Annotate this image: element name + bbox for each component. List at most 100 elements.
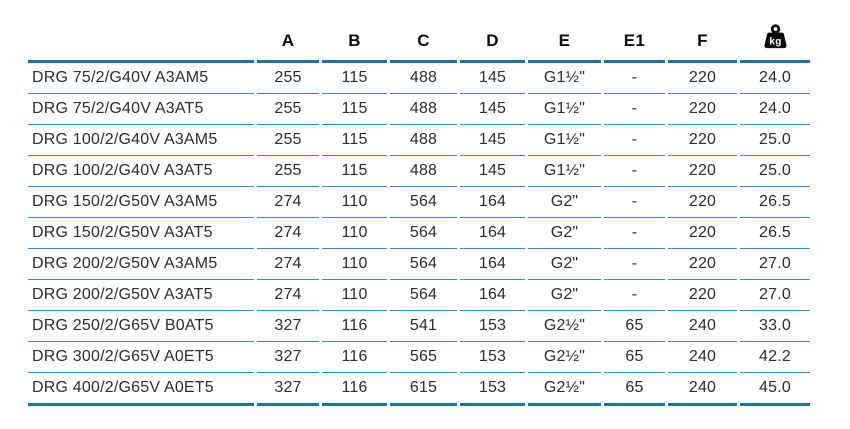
cell-b: 115 <box>322 63 387 94</box>
table-row: DRG 100/2/G40V A3AM5 255 115 488 145 G1½… <box>28 125 810 156</box>
cell-model: DRG 250/2/G65V B0AT5 <box>28 311 254 342</box>
cell-c: 564 <box>390 249 457 280</box>
col-header-d: D <box>460 10 525 63</box>
cell-d: 153 <box>460 373 525 406</box>
col-header-a: A <box>257 10 319 63</box>
cell-b: 115 <box>322 125 387 156</box>
cell-weight: 45.0 <box>740 373 810 406</box>
cell-c: 488 <box>390 156 457 187</box>
cell-weight: 25.0 <box>740 156 810 187</box>
cell-b: 110 <box>322 280 387 311</box>
cell-model: DRG 75/2/G40V A3AM5 <box>28 63 254 94</box>
cell-model: DRG 200/2/G50V A3AT5 <box>28 280 254 311</box>
cell-model: DRG 150/2/G50V A3AT5 <box>28 218 254 249</box>
cell-f: 240 <box>668 373 737 406</box>
cell-d: 145 <box>460 94 525 125</box>
col-header-b: B <box>322 10 387 63</box>
cell-b: 115 <box>322 156 387 187</box>
col-header-model <box>28 10 254 63</box>
table-row: DRG 200/2/G50V A3AM5 274 110 564 164 G2"… <box>28 249 810 280</box>
cell-f: 220 <box>668 156 737 187</box>
cell-d: 145 <box>460 63 525 94</box>
cell-d: 145 <box>460 125 525 156</box>
cell-e: G1½" <box>528 156 601 187</box>
cell-weight: 42.2 <box>740 342 810 373</box>
kg-icon-label: kg <box>769 37 781 48</box>
cell-a: 327 <box>257 342 319 373</box>
header-row: A B C D E E1 F kg <box>28 10 810 63</box>
cell-f: 220 <box>668 187 737 218</box>
cell-c: 541 <box>390 311 457 342</box>
cell-model: DRG 75/2/G40V A3AT5 <box>28 94 254 125</box>
table-row: DRG 300/2/G65V A0ET5 327 116 565 153 G2½… <box>28 342 810 373</box>
cell-e: G1½" <box>528 63 601 94</box>
col-header-e: E <box>528 10 601 63</box>
dimensions-table: A B C D E E1 F kg DRG 75/2/G40V A3AM5 <box>25 10 813 406</box>
cell-c: 488 <box>390 63 457 94</box>
cell-c: 488 <box>390 125 457 156</box>
cell-e: G2½" <box>528 342 601 373</box>
cell-b: 110 <box>322 187 387 218</box>
cell-model: DRG 150/2/G50V A3AM5 <box>28 187 254 218</box>
kg-weight-icon: kg <box>763 24 787 49</box>
cell-a: 255 <box>257 156 319 187</box>
cell-weight: 27.0 <box>740 280 810 311</box>
cell-b: 116 <box>322 311 387 342</box>
cell-b: 116 <box>322 373 387 406</box>
cell-d: 164 <box>460 249 525 280</box>
col-header-f: F <box>668 10 737 63</box>
cell-e: G1½" <box>528 125 601 156</box>
cell-model: DRG 200/2/G50V A3AM5 <box>28 249 254 280</box>
cell-c: 615 <box>390 373 457 406</box>
cell-f: 220 <box>668 94 737 125</box>
table-row: DRG 100/2/G40V A3AT5 255 115 488 145 G1½… <box>28 156 810 187</box>
dimensions-table-container: A B C D E E1 F kg DRG 75/2/G40V A3AM5 <box>25 10 813 406</box>
cell-a: 327 <box>257 373 319 406</box>
cell-e1: 65 <box>604 311 665 342</box>
cell-c: 565 <box>390 342 457 373</box>
cell-weight: 25.0 <box>740 125 810 156</box>
col-header-e1: E1 <box>604 10 665 63</box>
cell-d: 164 <box>460 218 525 249</box>
cell-f: 240 <box>668 342 737 373</box>
table-row: DRG 150/2/G50V A3AM5 274 110 564 164 G2"… <box>28 187 810 218</box>
cell-a: 255 <box>257 125 319 156</box>
table-row: DRG 400/2/G65V A0ET5 327 116 615 153 G2½… <box>28 373 810 406</box>
table-row: DRG 250/2/G65V B0AT5 327 116 541 153 G2½… <box>28 311 810 342</box>
cell-d: 153 <box>460 311 525 342</box>
cell-f: 220 <box>668 249 737 280</box>
cell-e1: - <box>604 187 665 218</box>
cell-e: G2½" <box>528 311 601 342</box>
cell-a: 274 <box>257 280 319 311</box>
cell-model: DRG 100/2/G40V A3AM5 <box>28 125 254 156</box>
cell-d: 145 <box>460 156 525 187</box>
cell-e: G1½" <box>528 94 601 125</box>
cell-e1: - <box>604 94 665 125</box>
col-header-weight: kg <box>740 10 810 63</box>
cell-f: 220 <box>668 63 737 94</box>
cell-a: 327 <box>257 311 319 342</box>
cell-a: 274 <box>257 187 319 218</box>
cell-e: G2" <box>528 280 601 311</box>
cell-a: 255 <box>257 94 319 125</box>
cell-weight: 33.0 <box>740 311 810 342</box>
cell-e1: - <box>604 280 665 311</box>
cell-c: 564 <box>390 187 457 218</box>
cell-e1: 65 <box>604 373 665 406</box>
cell-e1: - <box>604 218 665 249</box>
cell-b: 116 <box>322 342 387 373</box>
cell-b: 110 <box>322 218 387 249</box>
cell-e: G2½" <box>528 373 601 406</box>
cell-e: G2" <box>528 218 601 249</box>
cell-f: 240 <box>668 311 737 342</box>
table-row: DRG 200/2/G50V A3AT5 274 110 564 164 G2"… <box>28 280 810 311</box>
cell-model: DRG 300/2/G65V A0ET5 <box>28 342 254 373</box>
cell-e1: - <box>604 63 665 94</box>
cell-weight: 27.0 <box>740 249 810 280</box>
cell-d: 153 <box>460 342 525 373</box>
cell-e: G2" <box>528 249 601 280</box>
table-row: DRG 75/2/G40V A3AT5 255 115 488 145 G1½"… <box>28 94 810 125</box>
cell-d: 164 <box>460 187 525 218</box>
cell-b: 110 <box>322 249 387 280</box>
cell-weight: 26.5 <box>740 187 810 218</box>
